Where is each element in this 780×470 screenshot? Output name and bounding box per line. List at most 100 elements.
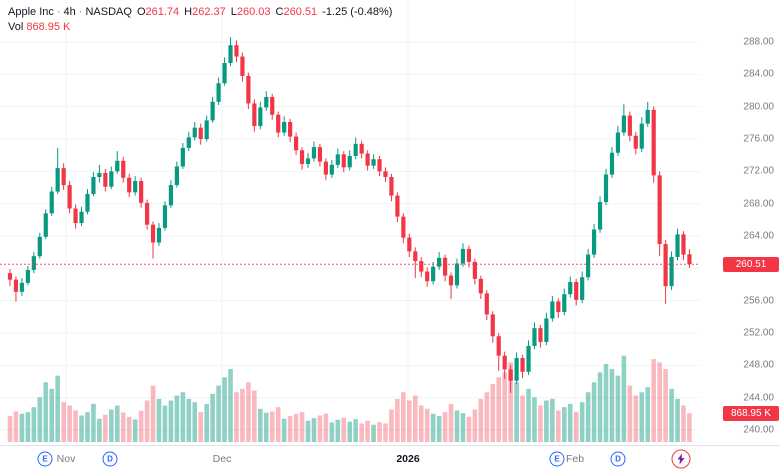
time-axis[interactable]: Nov Dec 2026 Feb E D E D xyxy=(0,445,780,470)
volume-bar xyxy=(126,416,132,442)
volume-bar xyxy=(526,388,531,442)
volume-bar xyxy=(591,382,597,442)
price-tick-label: 284.00 xyxy=(743,68,774,80)
chart-canvas[interactable] xyxy=(0,0,780,445)
earnings-marker[interactable]: E xyxy=(549,451,565,466)
candle-body xyxy=(282,122,287,133)
candle-body xyxy=(544,318,549,342)
volume-bar xyxy=(424,408,430,442)
volume-bar xyxy=(532,397,537,442)
price-tick-label: 256.00 xyxy=(743,295,774,307)
volume-bar xyxy=(73,410,78,442)
volume-bar xyxy=(538,405,543,442)
candle-body xyxy=(127,177,132,193)
volume-bar xyxy=(585,392,591,442)
price-axis[interactable]: 260.51 868.95 K 288.00 284.00 280.00 276.00… xyxy=(700,0,780,445)
symbol-info-row: Apple Inc · 4h · NASDAQ O261.74 H262.37 L260.03… xyxy=(8,5,392,19)
dividend-marker[interactable]: D xyxy=(102,451,118,466)
change-value: -1.25 (-0.48%) xyxy=(322,6,393,18)
candle-body xyxy=(305,158,311,165)
close-value: 260.51 xyxy=(283,6,318,18)
candle-body xyxy=(109,171,114,187)
volume-bar xyxy=(454,410,460,442)
volume-bar xyxy=(561,407,567,442)
candle-body xyxy=(156,227,162,243)
legend: Apple Inc · 4h · NASDAQ O261.74 H262.37 L260.03… xyxy=(8,5,392,34)
candle-body xyxy=(115,160,120,172)
candle-body xyxy=(85,193,90,212)
candle-body xyxy=(675,234,680,258)
volume-bar xyxy=(210,393,215,442)
candle-body xyxy=(73,208,78,224)
candle-body xyxy=(484,293,489,315)
volume-bar xyxy=(365,420,370,442)
volume-value: 868.95 K xyxy=(26,21,71,33)
candle-body xyxy=(186,137,191,148)
volume-bar xyxy=(556,410,561,442)
candle-body xyxy=(162,205,168,228)
candle-body xyxy=(580,277,585,300)
volume-bar xyxy=(234,392,239,442)
volume-bar xyxy=(299,412,305,442)
candle-body xyxy=(437,257,442,267)
volume-bar xyxy=(341,417,347,442)
price-tick-label: 268.00 xyxy=(743,198,774,210)
dividend-marker[interactable]: D xyxy=(610,451,626,466)
price-tick-label: 264.00 xyxy=(743,230,774,242)
candle-body xyxy=(323,161,328,175)
volume-bar xyxy=(359,423,364,442)
volume-bar xyxy=(573,412,579,442)
candle-body xyxy=(526,345,531,372)
lightning-icon[interactable] xyxy=(671,449,691,468)
candle-body xyxy=(311,147,317,159)
interval-label[interactable]: 4h xyxy=(63,6,76,18)
candle-body xyxy=(478,278,483,294)
candle-body xyxy=(574,282,579,300)
candle-body xyxy=(365,153,370,166)
candle-body xyxy=(13,279,19,292)
volume-bar xyxy=(281,418,287,442)
candle-body xyxy=(67,185,72,209)
candle-body xyxy=(669,257,674,287)
volume-bar xyxy=(633,395,639,442)
candle-body xyxy=(586,254,591,278)
price-tick-label: 244.00 xyxy=(743,392,774,404)
candle-body xyxy=(61,168,66,186)
symbol-title[interactable]: Apple Inc xyxy=(8,6,54,18)
volume-bar xyxy=(466,416,472,442)
earnings-marker[interactable]: E xyxy=(37,451,53,466)
volume-bar xyxy=(275,407,281,442)
volume-bar xyxy=(657,362,662,442)
candle-body xyxy=(288,122,293,137)
candle-body xyxy=(31,256,36,270)
volume-bar xyxy=(287,416,293,442)
candle-body xyxy=(657,175,662,245)
candle-body xyxy=(371,159,376,166)
candle-body xyxy=(37,236,42,257)
candle-body xyxy=(258,107,263,127)
volume-bar xyxy=(192,402,198,442)
volume-bar xyxy=(395,398,400,442)
candle-body xyxy=(317,147,323,162)
candle-body xyxy=(299,150,305,165)
volume-bar xyxy=(114,405,120,442)
volume-bar xyxy=(252,390,257,442)
candle-body xyxy=(91,176,96,194)
volume-bar xyxy=(627,385,633,442)
volume-bar xyxy=(55,375,60,442)
time-tick-label: Dec xyxy=(212,452,232,465)
candle-body xyxy=(496,336,501,356)
candle-body xyxy=(520,358,525,372)
candle-body xyxy=(121,160,126,178)
high-value: 262.37 xyxy=(192,6,226,18)
volume-bar xyxy=(85,412,90,442)
candle-body xyxy=(25,269,30,283)
candle-body xyxy=(532,328,537,346)
legend-separator: · xyxy=(56,6,61,18)
legend-separator: · xyxy=(78,6,83,18)
volume-bar xyxy=(460,413,466,442)
candle-body xyxy=(210,101,215,121)
volume-bar xyxy=(109,409,114,442)
candle-body xyxy=(508,369,513,381)
volume-bar xyxy=(246,382,251,442)
